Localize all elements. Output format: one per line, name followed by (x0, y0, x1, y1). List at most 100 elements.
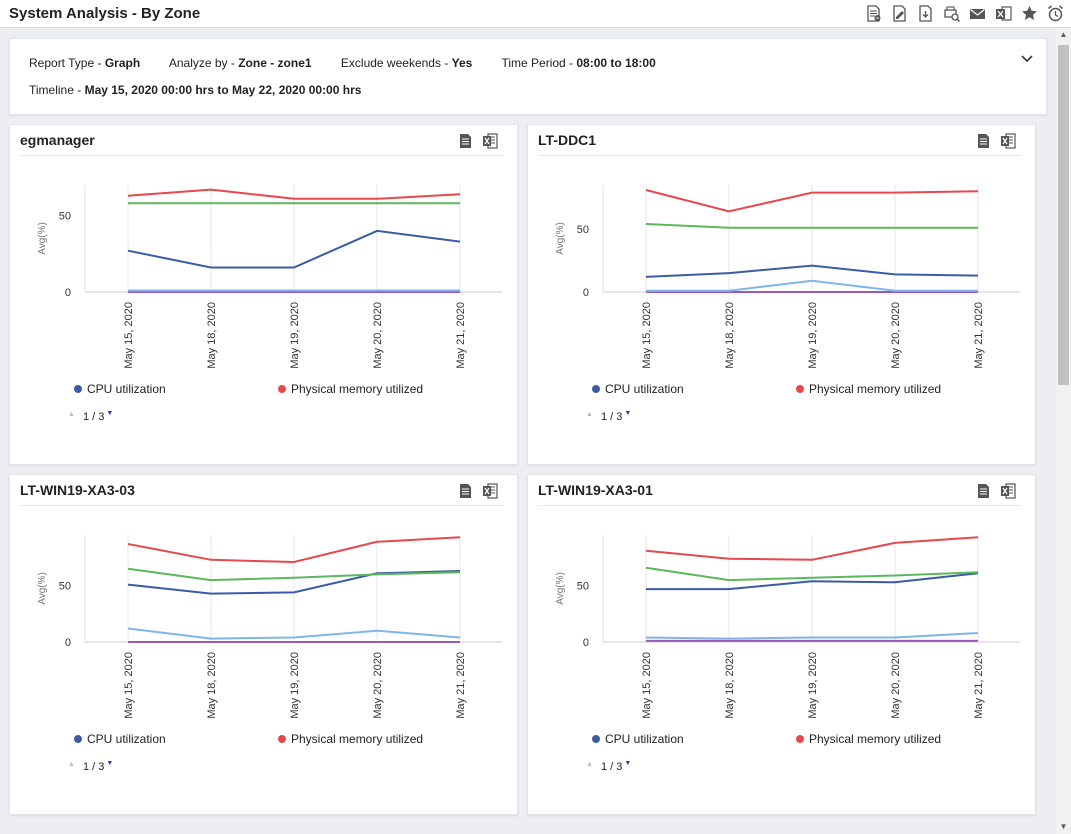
y-tick-label: 50 (577, 224, 589, 236)
y-tick-label: 0 (65, 287, 71, 299)
y-axis-title: Avg(%) (37, 572, 48, 605)
legend-pager: ▲ 1 / 3 ▼ (586, 410, 631, 423)
y-tick-label: 50 (59, 211, 71, 223)
schedule-alarm-icon[interactable] (1046, 4, 1065, 23)
scroll-down-arrow[interactable]: ▼ (1059, 822, 1068, 831)
x-tick-label: May 20, 2020 (890, 652, 902, 719)
pager-down-arrow[interactable]: ▼ (106, 760, 114, 767)
series-line[interactable] (645, 536, 979, 561)
exclude-weekends-filter: Exclude weekends - Yes (341, 56, 472, 70)
document-icon[interactable] (977, 483, 992, 499)
favorite-star-icon[interactable] (1020, 4, 1039, 23)
legend-dot (796, 385, 804, 393)
legend-label: CPU utilization (87, 732, 166, 746)
scrollbar-thumb[interactable] (1058, 45, 1069, 385)
vertical-scrollbar[interactable]: ▲ ▼ (1056, 28, 1071, 834)
pager-down-arrow[interactable]: ▼ (624, 760, 632, 767)
panel-actions (977, 483, 1016, 499)
panel-divider (20, 155, 503, 156)
legend-label: Physical memory utilized (291, 382, 424, 396)
series-line[interactable] (127, 570, 461, 595)
legend-item-cpu[interactable]: CPU utilization (74, 732, 166, 746)
pager-up-arrow[interactable]: ▲ (586, 411, 593, 418)
x-tick-label: May 21, 2020 (973, 652, 985, 719)
document-icon[interactable] (977, 133, 992, 149)
legend-dot (592, 385, 600, 393)
legend-item-cpu[interactable]: CPU utilization (592, 382, 684, 396)
legend-label: Physical memory utilized (809, 732, 942, 746)
series-line[interactable] (645, 264, 979, 278)
series-line[interactable] (127, 627, 461, 640)
legend-label: CPU utilization (87, 382, 166, 396)
excel-export-icon[interactable] (994, 4, 1013, 23)
panel-title: LT-DDC1 (538, 132, 597, 148)
excel-icon[interactable] (1000, 133, 1016, 149)
legend-item-memory[interactable]: Physical memory utilized (796, 382, 941, 396)
legend-item-memory[interactable]: Physical memory utilized (796, 732, 941, 746)
report-type-label: Report Type - (29, 56, 105, 70)
y-axis-title: Avg(%) (555, 572, 566, 605)
page-title: System Analysis - By Zone (9, 5, 201, 22)
excel-icon[interactable] (482, 483, 498, 499)
legend-dot (74, 735, 82, 743)
legend-dot (796, 735, 804, 743)
excel-icon[interactable] (1000, 483, 1016, 499)
panel-actions (459, 133, 498, 149)
x-tick-label: May 21, 2020 (455, 302, 467, 369)
pager-text: 1 / 3 (600, 411, 623, 423)
series-line[interactable] (645, 566, 979, 582)
y-tick-label: 0 (65, 637, 71, 649)
filter-row-2: Timeline - May 15, 2020 00:00 hrs to May… (29, 83, 361, 97)
panel-actions (977, 133, 1016, 149)
legend-dot (278, 735, 286, 743)
pager-up-arrow[interactable]: ▲ (68, 411, 75, 418)
series-line[interactable] (645, 223, 978, 229)
series-line[interactable] (127, 188, 461, 200)
pager-down-arrow[interactable]: ▼ (624, 410, 632, 417)
x-tick-label: May 15, 2020 (123, 302, 135, 369)
series-line[interactable] (127, 567, 461, 582)
mail-icon[interactable] (968, 4, 987, 23)
pager-down-arrow[interactable]: ▼ (106, 410, 114, 417)
excel-icon[interactable] (482, 133, 498, 149)
panel-actions (459, 483, 498, 499)
legend-label: CPU utilization (605, 382, 684, 396)
document-icon[interactable] (459, 483, 474, 499)
report-type-filter: Report Type - Graph (29, 56, 140, 70)
series-line[interactable] (646, 279, 978, 292)
legend-item-memory[interactable]: Physical memory utilized (278, 382, 423, 396)
pager-up-arrow[interactable]: ▲ (586, 761, 593, 768)
print-preview-icon[interactable] (942, 4, 961, 23)
chevron-down-icon[interactable] (1020, 51, 1034, 65)
scroll-up-arrow[interactable]: ▲ (1059, 30, 1068, 39)
series-line[interactable] (127, 536, 461, 564)
series-line[interactable] (646, 572, 979, 591)
panel-title: egmanager (20, 132, 95, 148)
series-line[interactable] (645, 632, 979, 640)
pager-text: 1 / 3 (600, 761, 623, 773)
x-tick-label: May 18, 2020 (206, 652, 218, 719)
export-pdf-icon[interactable] (916, 4, 935, 23)
document-icon[interactable] (459, 133, 474, 149)
line-chart: 0 50 Avg(%) May 15, 2020 May 18, 2020 May 19,… (37, 535, 502, 719)
series-line[interactable] (127, 229, 461, 269)
legend-item-memory[interactable]: Physical memory utilized (278, 732, 423, 746)
legend-label: Physical memory utilized (291, 732, 424, 746)
legend-pager: ▲ 1 / 3 ▼ (68, 410, 113, 423)
chart-panel-egmanager: egmanager CPU utilization Physical memor… (9, 124, 518, 465)
pager-text: 1 / 3 (82, 761, 105, 773)
x-tick-label: May 21, 2020 (973, 302, 985, 369)
legend-item-cpu[interactable]: CPU utilization (592, 732, 684, 746)
panel-divider (538, 505, 1021, 506)
panel-divider (538, 155, 1021, 156)
pager-up-arrow[interactable]: ▲ (68, 761, 75, 768)
filter-row-1: Report Type - Graph Analyze by - Zone - … (29, 56, 682, 70)
edit-report-icon[interactable] (890, 4, 909, 23)
toolbar (864, 4, 1065, 23)
x-tick-label: May 19, 2020 (289, 302, 301, 369)
pdf-report-icon[interactable] (864, 4, 883, 23)
legend-item-cpu[interactable]: CPU utilization (74, 382, 166, 396)
y-tick-label: 50 (59, 581, 71, 593)
series-line[interactable] (645, 189, 979, 213)
line-chart: 0 50 Avg(%) May 15, 2020 May 18, 2020 May 19,… (555, 185, 1020, 369)
